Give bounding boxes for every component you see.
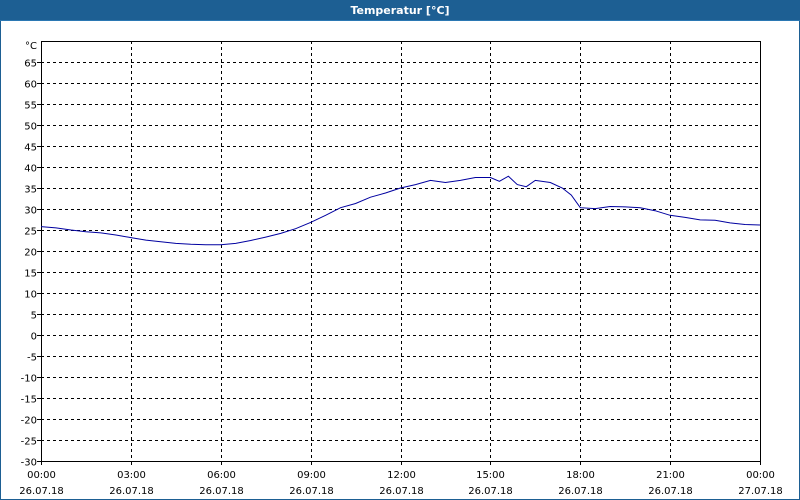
y-tick-label: 20: [24, 248, 37, 259]
x-tick-time-label: 09:00: [297, 470, 326, 481]
x-tick-date-label: 26.07.18: [109, 486, 154, 497]
y-tick-label: -10: [21, 374, 37, 385]
y-tick-label: 55: [24, 101, 37, 112]
x-tick-time-label: 03:00: [117, 470, 146, 481]
temperature-series-line: [40, 175, 761, 246]
x-tick-date-label: 26.07.18: [19, 486, 64, 497]
x-axis-ticks: 00:00 26.07.18 03:00 26.07.18 06:00 26.07.18 0…: [19, 461, 783, 497]
x-tick-time-label: 15:00: [476, 470, 505, 481]
y-tick-label: 15: [24, 269, 37, 280]
chart-title: Temperatur [°C]: [0, 0, 800, 21]
x-tick-date-label: 26.07.18: [558, 486, 603, 497]
x-tick-date-label: 26.07.18: [379, 486, 424, 497]
y-tick-label: 65: [24, 59, 37, 70]
x-tick-time-label: 12:00: [387, 470, 416, 481]
x-tick-time-label: 00:00: [746, 470, 775, 481]
y-axis-unit-label: °C: [25, 41, 37, 52]
y-tick-label: 5: [31, 311, 37, 322]
y-tick-label: 50: [24, 122, 37, 133]
x-tick-date-label: 26.07.18: [468, 486, 513, 497]
y-axis-ticks: -30 -25 -20 -15 -10 -5 0 5 10 15 20 25 30 35 40 45 50 55 6…: [21, 59, 41, 469]
x-tick-time-label: 06:00: [207, 470, 236, 481]
x-tick-date-label: 26.07.18: [289, 486, 334, 497]
y-tick-label: 10: [24, 290, 37, 301]
series-layer: [40, 175, 761, 246]
y-tick-label: -25: [21, 437, 37, 448]
y-tick-label: -30: [21, 458, 37, 469]
y-tick-label: -5: [27, 353, 37, 364]
x-tick-time-label: 21:00: [656, 470, 685, 481]
y-tick-label: 25: [24, 227, 37, 238]
x-tick-date-label: 26.07.18: [648, 486, 693, 497]
grid: [41, 41, 760, 461]
y-tick-label: 35: [24, 185, 37, 196]
y-tick-label: 40: [24, 164, 37, 175]
x-tick-date-label: 26.07.18: [199, 486, 244, 497]
x-tick-time-label: 18:00: [566, 470, 595, 481]
y-tick-label: 30: [24, 206, 37, 217]
x-tick-time-label: 00:00: [27, 470, 56, 481]
y-tick-label: 45: [24, 143, 37, 154]
y-tick-label: 0: [31, 332, 37, 343]
y-tick-label: -15: [21, 395, 37, 406]
y-tick-label: 60: [24, 80, 37, 91]
y-tick-label: -20: [21, 416, 37, 427]
x-tick-date-label: 27.07.18: [738, 486, 783, 497]
